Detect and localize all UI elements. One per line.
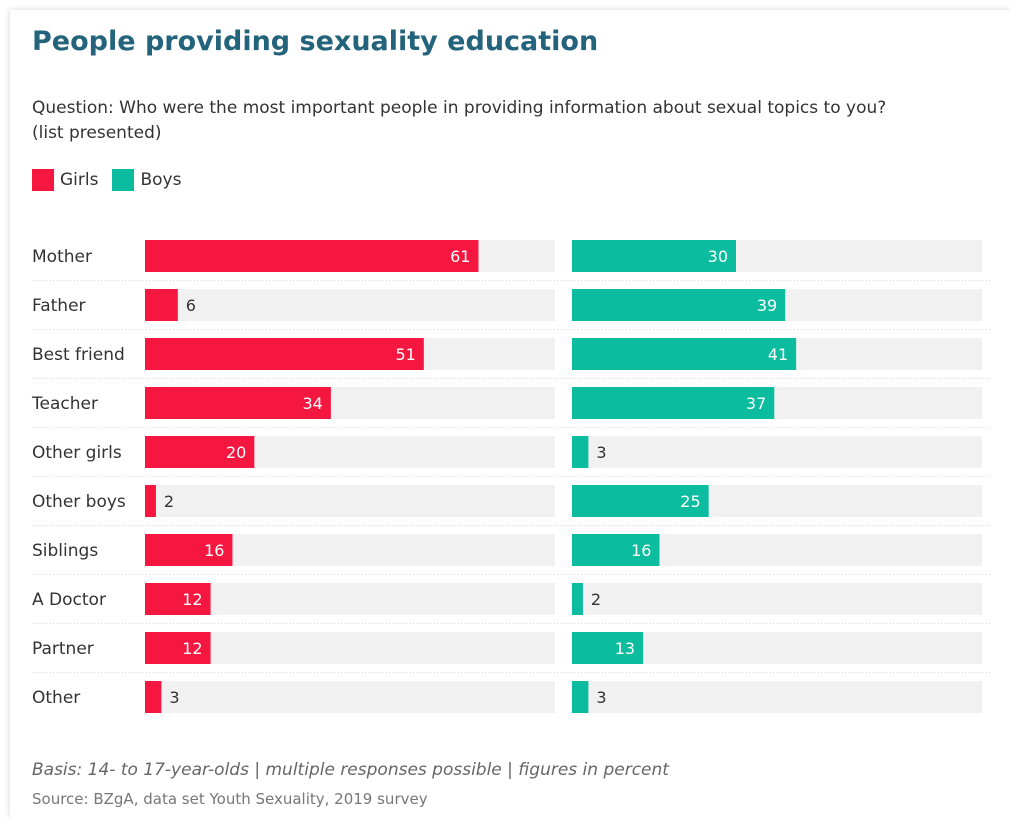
bar-girls-siblings <box>145 534 233 566</box>
data-label-girls-father: 6 <box>186 296 196 315</box>
bar-girls-teacher <box>145 387 331 419</box>
chart-title: People providing sexuality education <box>32 26 599 57</box>
category-label-mother: Mother <box>32 247 92 267</box>
bar-track-girls <box>145 632 555 664</box>
bar-girls-other-girls <box>145 436 255 468</box>
category-label-a-doctor: A Doctor <box>32 590 106 610</box>
data-label-boys-other: 3 <box>596 688 606 707</box>
data-label-girls-mother: 61 <box>450 247 470 266</box>
bar-girls-mother <box>145 240 479 272</box>
bar-girls-other-boys <box>145 485 156 517</box>
data-label-boys-a-doctor: 2 <box>591 590 601 609</box>
data-label-girls-other-boys: 2 <box>164 492 174 511</box>
bar-boys-teacher <box>572 387 775 419</box>
footer-basis: Basis: 14- to 17-year-olds | multiple re… <box>32 760 669 780</box>
bar-boys-best-friend <box>572 338 797 370</box>
bar-boys-other-girls <box>572 436 589 468</box>
bar-track-boys <box>572 583 982 615</box>
question-line-2: (list presented) <box>32 123 162 143</box>
data-label-boys-best-friend: 41 <box>768 345 788 364</box>
data-label-girls-siblings: 16 <box>204 541 224 560</box>
category-label-other-girls: Other girls <box>32 443 122 463</box>
category-label-other: Other <box>32 688 80 708</box>
legend-swatch-boys <box>112 169 135 191</box>
bar-boys-other-boys <box>572 485 709 517</box>
category-label-partner: Partner <box>32 639 94 659</box>
category-label-father: Father <box>32 296 86 316</box>
data-label-girls-teacher: 34 <box>303 394 323 413</box>
bar-boys-a-doctor <box>572 583 583 615</box>
data-label-boys-mother: 30 <box>708 247 728 266</box>
bar-track-girls <box>145 583 555 615</box>
category-label-other-boys: Other boys <box>32 492 126 512</box>
data-label-boys-other-girls: 3 <box>596 443 606 462</box>
legend-label-girls: Girls <box>60 170 99 190</box>
bar-track-girls <box>145 485 555 517</box>
data-label-girls-a-doctor: 12 <box>182 590 202 609</box>
bar-track-boys <box>572 436 982 468</box>
data-label-girls-other: 3 <box>169 688 179 707</box>
legend-label-boys: Boys <box>140 170 182 190</box>
bar-girls-best-friend <box>145 338 424 370</box>
category-label-teacher: Teacher <box>31 394 98 414</box>
bar-track-girls <box>145 681 555 713</box>
legend-item-boys: Boys <box>112 169 181 191</box>
data-label-boys-father: 39 <box>757 296 777 315</box>
bar-girls-partner <box>145 632 211 664</box>
bar-girls-father <box>145 289 178 321</box>
bar-boys-partner <box>572 632 644 664</box>
data-label-boys-siblings: 16 <box>631 541 651 560</box>
data-label-boys-other-boys: 25 <box>680 492 700 511</box>
question-line-1: Question: Who were the most important pe… <box>32 98 887 118</box>
bar-track-boys <box>572 681 982 713</box>
bar-boys-father <box>572 289 786 321</box>
bar-girls-other <box>145 681 162 713</box>
question-text: Question: Who were the most important pe… <box>32 96 886 146</box>
bar-boys-mother <box>572 240 736 272</box>
bar-boys-other <box>572 681 589 713</box>
legend: Girls Boys <box>32 169 195 191</box>
data-label-girls-partner: 12 <box>182 639 202 658</box>
data-label-girls-other-girls: 20 <box>226 443 246 462</box>
data-label-girls-best-friend: 51 <box>395 345 415 364</box>
bar-girls-a-doctor <box>145 583 211 615</box>
legend-item-girls: Girls <box>32 169 98 191</box>
legend-swatch-girls <box>32 169 54 191</box>
data-label-boys-partner: 13 <box>615 639 635 658</box>
bar-track-girls <box>145 289 555 321</box>
category-label-best-friend: Best friend <box>32 345 125 365</box>
data-label-boys-teacher: 37 <box>746 394 766 413</box>
category-label-siblings: Siblings <box>32 541 98 561</box>
bar-boys-siblings <box>572 534 660 566</box>
footer-source: Source: BZgA, data set Youth Sexuality, … <box>32 790 428 808</box>
